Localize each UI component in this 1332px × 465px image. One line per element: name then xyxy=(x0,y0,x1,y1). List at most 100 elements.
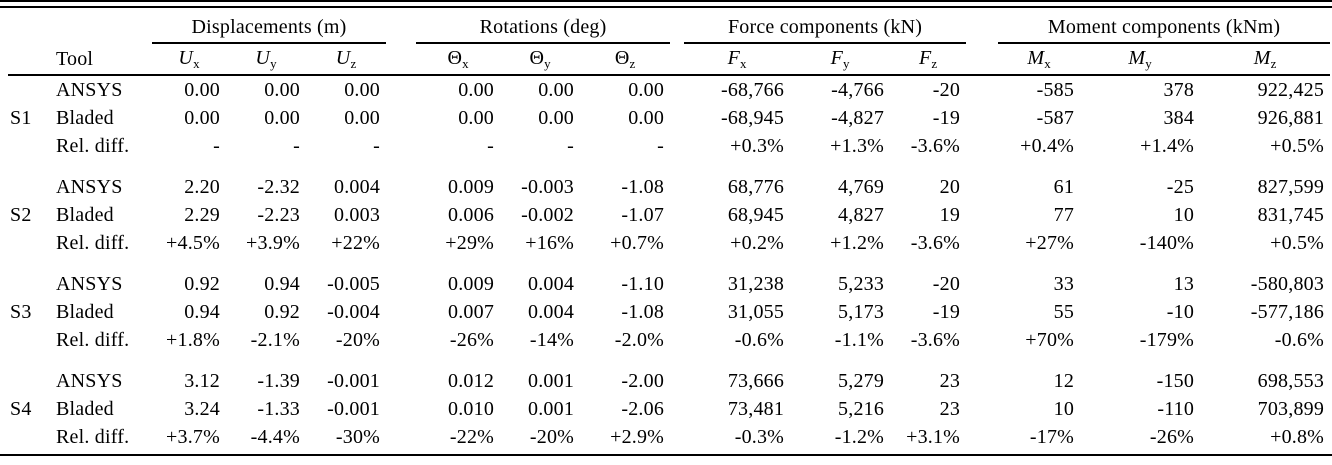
tool-cell: Rel. diff. xyxy=(56,426,130,448)
value-cell: 0.00 xyxy=(628,107,665,129)
value-cell: - xyxy=(567,135,575,157)
value-cell: -2.06 xyxy=(621,398,665,420)
value-cell: -25 xyxy=(1166,176,1195,198)
value-cell: 0.00 xyxy=(264,107,300,129)
group-gap-spacer xyxy=(386,43,417,76)
station-label xyxy=(8,229,46,257)
value-cell: 3.12 xyxy=(184,370,220,392)
value-cell: - xyxy=(487,135,495,157)
tool-cell: Bladed xyxy=(56,398,114,420)
value-cell: 0.003 xyxy=(334,204,381,226)
value-cell: 5,173 xyxy=(838,301,885,323)
value-cell: 68,945 xyxy=(727,204,785,226)
tool-cell: Bladed xyxy=(56,204,114,226)
group-gap-spacer xyxy=(670,257,684,298)
group-gap-spacer xyxy=(966,201,998,229)
value-cell: +29% xyxy=(445,232,495,254)
table-row: Rel. diff. +1.8% -2.1% -20% -26% -14% -2.0% -0.… xyxy=(8,326,1330,354)
group-gap-spacer xyxy=(386,423,416,451)
value-cell: +4.5% xyxy=(166,232,220,254)
group-header-row: Displacements (m) Rotations (deg) Force co… xyxy=(8,10,1331,44)
value-cell: 0.004 xyxy=(528,273,575,295)
tool-cell: Rel. diff. xyxy=(56,329,130,351)
value-cell: 384 xyxy=(1163,107,1195,129)
column-header: Θy xyxy=(500,43,581,76)
value-cell: +70% xyxy=(1025,329,1075,351)
value-cell: -3.6% xyxy=(910,329,961,351)
value-cell: -3.6% xyxy=(910,135,961,157)
group-header: Moment components (kNm) xyxy=(998,10,1331,44)
symbol-base: U xyxy=(178,47,194,69)
group-gap-spacer xyxy=(966,326,998,354)
value-cell: 0.94 xyxy=(184,301,220,323)
value-cell: -26% xyxy=(1149,426,1195,448)
station-header-spacer xyxy=(8,43,46,76)
symbol-base: Θ xyxy=(614,47,630,69)
column-header: Ux xyxy=(152,43,226,76)
tool-column-header: Tool xyxy=(46,43,152,76)
station-label xyxy=(8,326,46,354)
tool-cell: ANSYS xyxy=(56,370,123,392)
group-gap-spacer xyxy=(966,423,998,451)
column-header: Θx xyxy=(416,43,501,76)
group-gap-spacer xyxy=(386,75,416,104)
station-label xyxy=(8,257,46,298)
value-cell: -1.10 xyxy=(621,273,665,295)
value-cell: 0.009 xyxy=(448,273,495,295)
value-cell: -0.6% xyxy=(734,329,785,351)
group-gap-spacer xyxy=(386,132,416,160)
symbol-subscript: x xyxy=(1044,56,1051,71)
station-label xyxy=(8,354,46,395)
value-cell: -10 xyxy=(1166,301,1195,323)
value-cell: +3.7% xyxy=(166,426,220,448)
value-cell: 2.29 xyxy=(184,204,220,226)
table-row: ANSYS 3.12 -1.39 -0.001 0.012 0.001 -2.00 73,66… xyxy=(8,354,1330,395)
value-cell: 0.006 xyxy=(448,204,495,226)
value-cell: -1.2% xyxy=(834,426,885,448)
value-cell: -0.6% xyxy=(1274,329,1325,351)
symbol-base: F xyxy=(918,47,932,69)
station-label xyxy=(8,75,46,104)
group-gap-spacer xyxy=(670,354,684,395)
group-gap-spacer xyxy=(670,229,684,257)
station-label xyxy=(8,160,46,201)
group-gap-spacer xyxy=(670,104,684,132)
symbol-base: U xyxy=(255,47,271,69)
column-header: Uz xyxy=(306,43,387,76)
bottom-rule xyxy=(0,454,1332,456)
column-header: Mz xyxy=(1200,43,1331,76)
value-cell: 5,216 xyxy=(838,398,885,420)
group-gap-spacer xyxy=(966,132,998,160)
symbol-subscript: y xyxy=(843,56,850,71)
table-row: S4 Bladed 3.24 -1.33 -0.001 0.010 0.001 -2.06 73… xyxy=(8,395,1330,423)
value-cell: +16% xyxy=(525,232,575,254)
value-cell: -587 xyxy=(1036,107,1075,129)
table-row: S1 Bladed 0.00 0.00 0.00 0.00 0.00 0.00 -68,945 -… xyxy=(8,104,1330,132)
table-row: S3 Bladed 0.94 0.92 -0.004 0.007 0.004 -1.08 31,… xyxy=(8,298,1330,326)
value-cell: -1.08 xyxy=(621,176,665,198)
value-cell: 0.00 xyxy=(538,79,575,101)
value-cell: 0.00 xyxy=(628,79,665,101)
value-cell: 31,055 xyxy=(727,301,785,323)
table-row: ANSYS 2.20 -2.32 0.004 0.009 -0.003 -1.08 68,77… xyxy=(8,160,1330,201)
value-cell: -68,945 xyxy=(720,107,785,129)
group-header: Displacements (m) xyxy=(152,10,387,44)
value-cell: 0.94 xyxy=(264,273,300,295)
value-cell: 922,425 xyxy=(1257,79,1325,101)
symbol-base: M xyxy=(1128,47,1146,69)
group-gap-spacer xyxy=(386,326,416,354)
symbol-base: Θ xyxy=(447,47,463,69)
value-cell: -0.002 xyxy=(521,204,575,226)
value-cell: 703,899 xyxy=(1257,398,1325,420)
value-cell: -68,766 xyxy=(720,79,785,101)
value-cell: 20 xyxy=(939,176,961,198)
value-cell: -0.001 xyxy=(327,370,381,392)
value-cell: 19 xyxy=(939,204,961,226)
value-cell: 0.004 xyxy=(334,176,381,198)
group-gap-spacer xyxy=(966,75,998,104)
value-cell: 0.012 xyxy=(448,370,495,392)
station-label: S2 xyxy=(10,204,32,226)
value-cell: 0.92 xyxy=(264,301,300,323)
value-cell: 10 xyxy=(1173,204,1195,226)
